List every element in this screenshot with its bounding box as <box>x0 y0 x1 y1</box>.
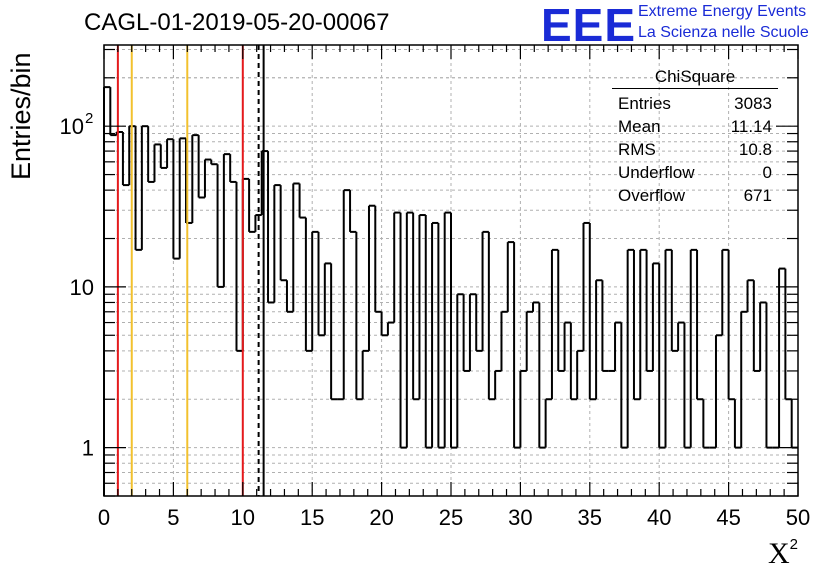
stats-box-title: ChiSquare <box>612 67 778 89</box>
chart-title: CAGL-01-2019-05-20-00067 <box>84 9 390 36</box>
x-axis-label: X2 <box>768 536 798 571</box>
stat-value: 11.14 <box>730 117 772 136</box>
stat-value: 0 <box>762 163 772 182</box>
x-tick-label: 5 <box>167 505 179 530</box>
x-axis-label-superscript: 2 <box>789 536 799 553</box>
stat-label: Mean <box>618 117 661 136</box>
stat-row-overflow: Overflow 671 <box>612 184 778 207</box>
y-tick-label-exponent: 2 <box>85 110 93 127</box>
y-tick-label: 10 <box>70 275 94 300</box>
eee-logo: EEE <box>541 0 637 51</box>
stats-box: ChiSquare Entries 3083 Mean 11.14 RMS 10… <box>612 67 778 207</box>
x-tick-label: 20 <box>369 505 393 530</box>
stat-row-rms: RMS 10.8 <box>612 138 778 161</box>
y-tick-label: 10 <box>60 114 84 139</box>
x-tick-label: 35 <box>578 505 602 530</box>
stat-label: RMS <box>618 140 656 159</box>
stat-value: 671 <box>743 186 772 205</box>
logo-line-2: La Scienza nelle Scuole <box>638 24 809 41</box>
stat-value: 10.8 <box>738 140 772 159</box>
x-tick-label: 10 <box>231 505 255 530</box>
x-axis-label-base: X <box>768 537 790 570</box>
x-tick-label: 40 <box>647 505 671 530</box>
x-tick-label: 0 <box>98 505 110 530</box>
x-tick-label: 50 <box>786 505 810 530</box>
stat-row-mean: Mean 11.14 <box>612 115 778 138</box>
x-tick-label: 30 <box>508 505 532 530</box>
x-tick-label: 15 <box>300 505 324 530</box>
stat-row-underflow: Underflow 0 <box>612 161 778 184</box>
logo-line-1: Extreme Energy Events <box>638 3 807 20</box>
y-tick-label: 1 <box>82 436 94 461</box>
x-tick-label: 25 <box>439 505 463 530</box>
stat-label: Entries <box>618 94 671 113</box>
stat-row-entries: Entries 3083 <box>612 92 778 115</box>
stat-label: Underflow <box>618 163 695 182</box>
x-tick-label: 45 <box>716 505 740 530</box>
stat-value: 3083 <box>734 94 772 113</box>
stat-label: Overflow <box>618 186 686 205</box>
